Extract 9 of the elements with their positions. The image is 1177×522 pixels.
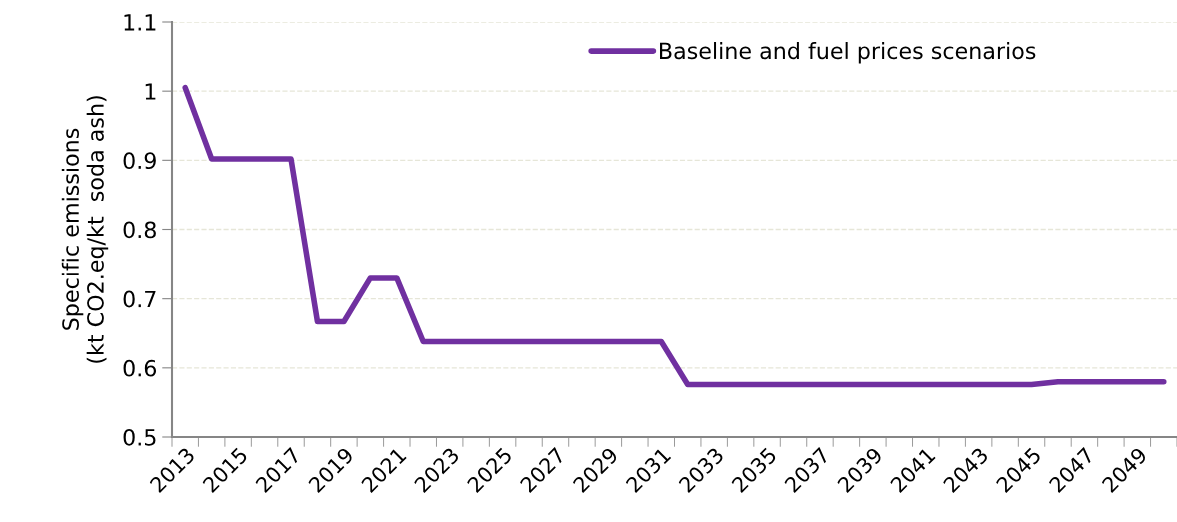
y-tick-label: 0.6 (123, 359, 157, 377)
y-tick-label: 0.5 (123, 428, 156, 446)
y-axis-title: Specific emissions (kt CO2.eq/kt soda ash) (61, 96, 109, 363)
y-tick-label: 0.9 (123, 152, 156, 170)
y-tick-label: 0.8 (123, 221, 156, 239)
y-tick-label: 1 (145, 83, 156, 100)
legend-label: Baseline and fuel prices scenarios (660, 42, 1036, 64)
y-tick-label: 0.7 (123, 290, 156, 308)
y-tick-label: 1.1 (124, 14, 156, 31)
